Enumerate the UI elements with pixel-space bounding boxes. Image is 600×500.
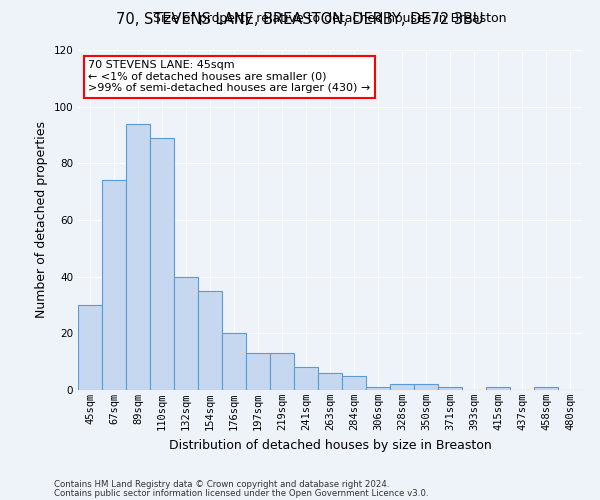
X-axis label: Distribution of detached houses by size in Breaston: Distribution of detached houses by size … — [169, 438, 491, 452]
Bar — [198, 291, 222, 390]
Bar — [174, 276, 198, 390]
Bar — [246, 353, 270, 390]
Bar — [150, 138, 174, 390]
Bar — [390, 384, 414, 390]
Bar — [270, 353, 294, 390]
Bar — [102, 180, 126, 390]
Bar — [486, 387, 510, 390]
Bar — [126, 124, 150, 390]
Bar — [342, 376, 366, 390]
Text: 70, STEVENS LANE, BREASTON, DERBY, DE72 3BU: 70, STEVENS LANE, BREASTON, DERBY, DE72 … — [116, 12, 484, 28]
Bar — [78, 305, 102, 390]
Title: Size of property relative to detached houses in Breaston: Size of property relative to detached ho… — [153, 12, 507, 25]
Bar — [534, 387, 558, 390]
Text: 70 STEVENS LANE: 45sqm
← <1% of detached houses are smaller (0)
>99% of semi-det: 70 STEVENS LANE: 45sqm ← <1% of detached… — [88, 60, 370, 94]
Bar — [438, 387, 462, 390]
Y-axis label: Number of detached properties: Number of detached properties — [35, 122, 48, 318]
Bar — [414, 384, 438, 390]
Text: Contains public sector information licensed under the Open Government Licence v3: Contains public sector information licen… — [54, 488, 428, 498]
Bar — [366, 387, 390, 390]
Text: Contains HM Land Registry data © Crown copyright and database right 2024.: Contains HM Land Registry data © Crown c… — [54, 480, 389, 489]
Bar — [318, 373, 342, 390]
Bar — [222, 334, 246, 390]
Bar — [294, 368, 318, 390]
